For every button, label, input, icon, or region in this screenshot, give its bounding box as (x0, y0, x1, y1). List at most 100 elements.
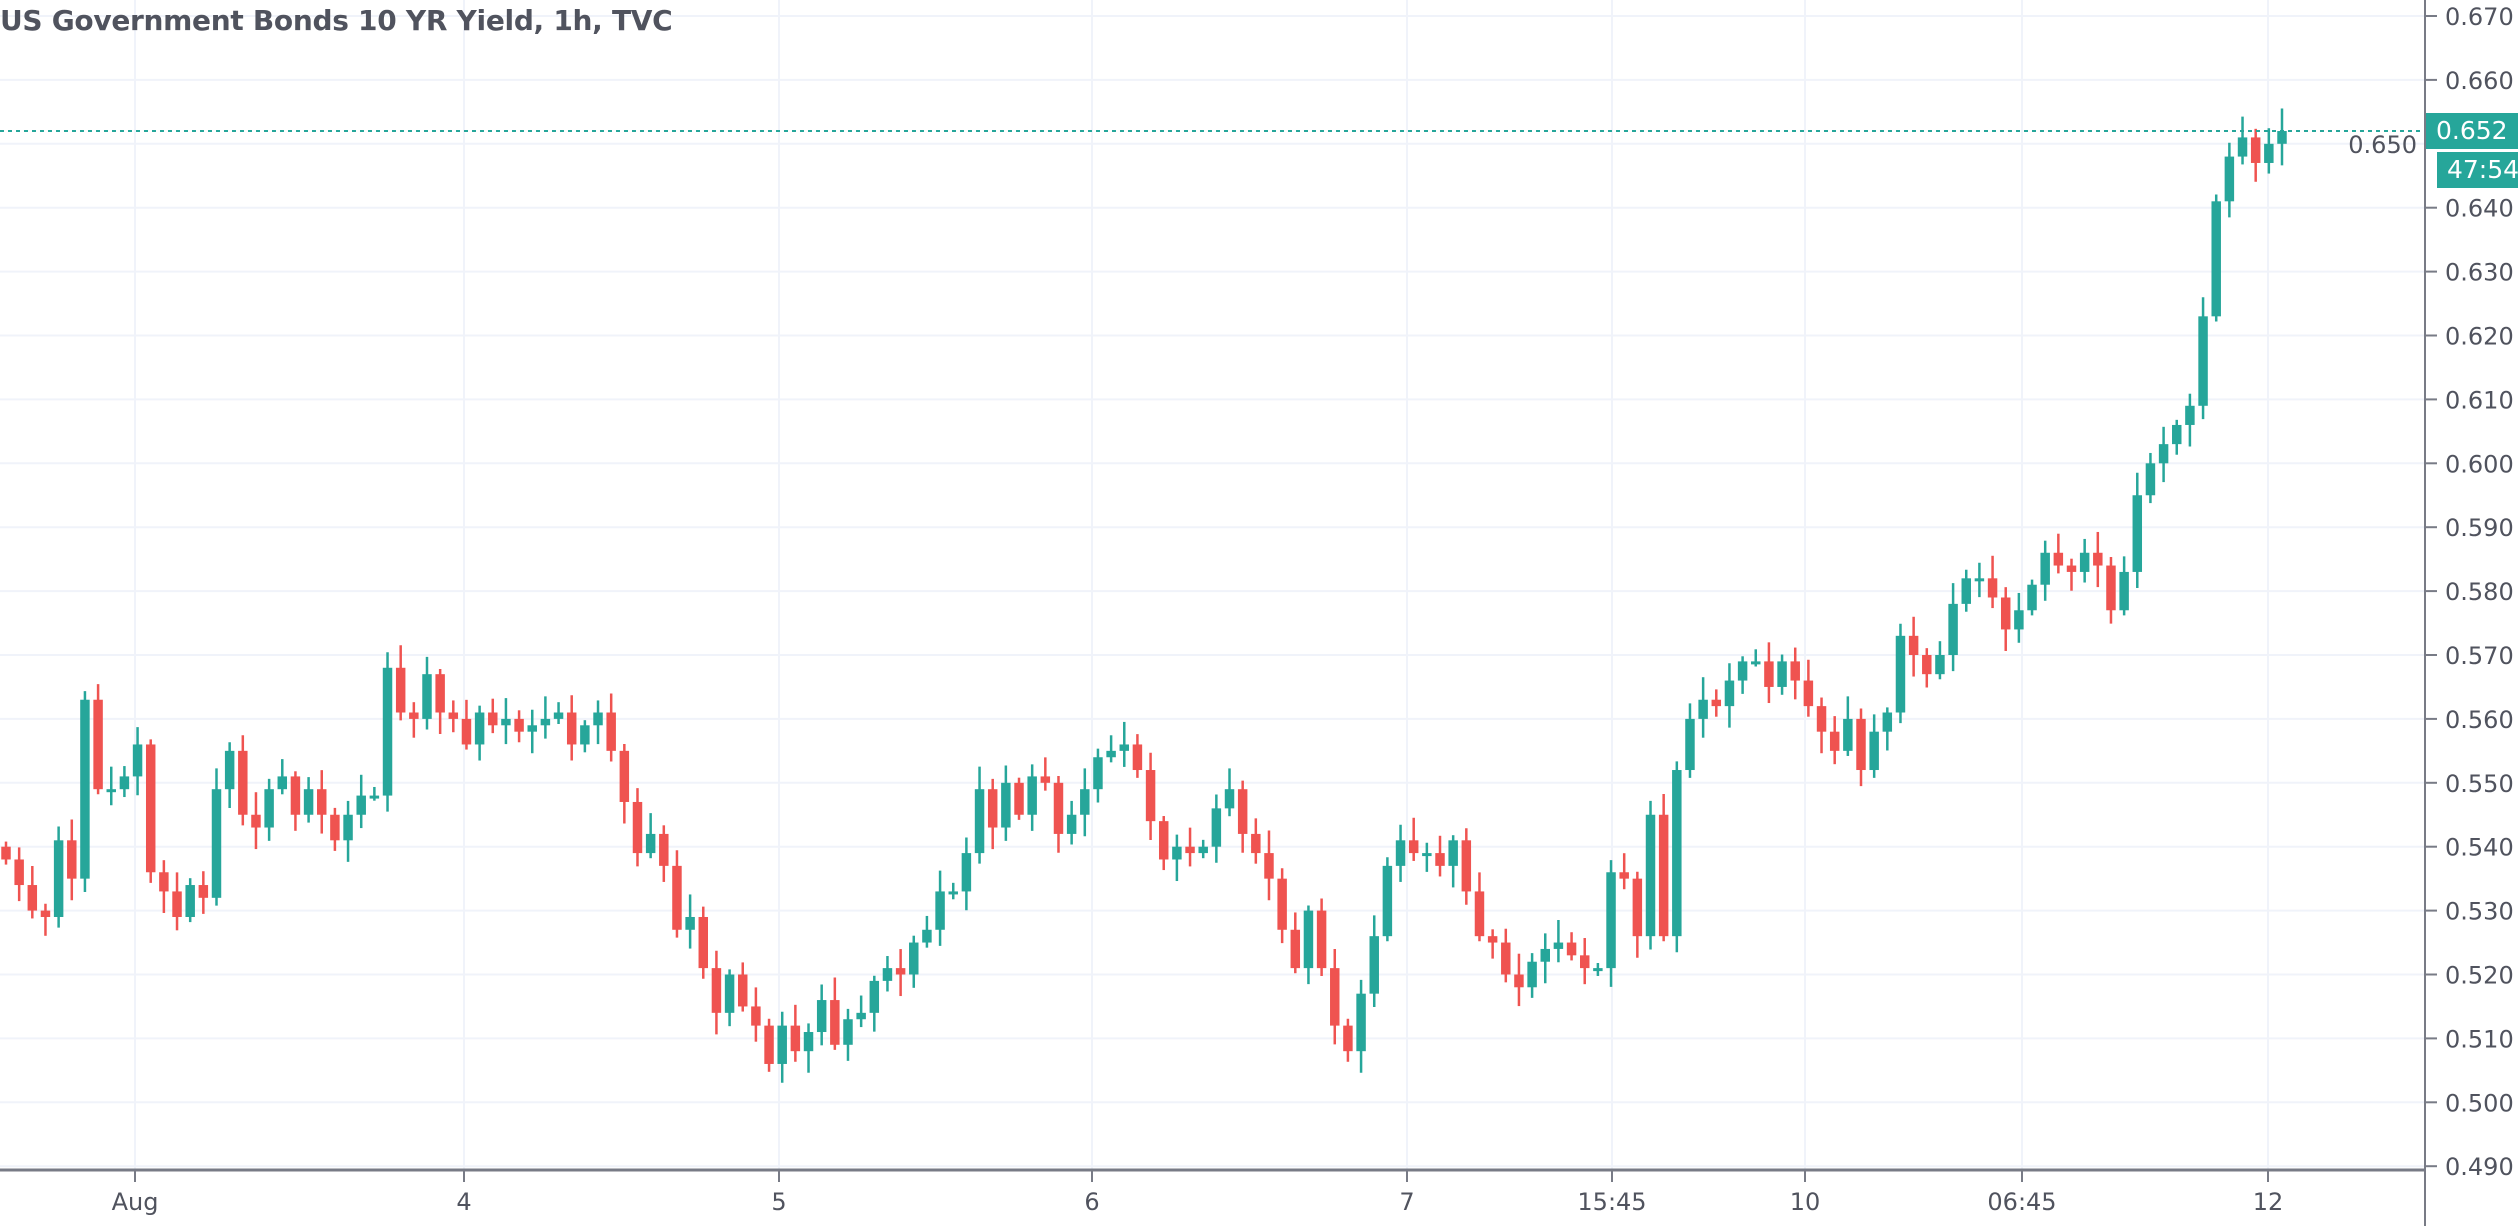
candle-body (1211, 808, 1222, 847)
candle (1330, 949, 1340, 1045)
candle (80, 691, 90, 892)
candle-body (1435, 853, 1445, 866)
candle-body (1395, 840, 1406, 866)
candle-body (2158, 444, 2169, 464)
candle-body (1303, 910, 1314, 969)
candle-body (159, 872, 169, 892)
candle-body (711, 968, 722, 1013)
candle-body (2172, 424, 2182, 445)
candle (2198, 297, 2208, 420)
candle-body (2237, 137, 2248, 157)
candle (580, 720, 590, 753)
candle (1672, 761, 1682, 953)
candle-body (632, 801, 643, 854)
candle-body (1711, 699, 1722, 707)
candle (159, 860, 169, 913)
candle (93, 684, 103, 795)
candle-body (1856, 718, 1866, 771)
candle (1790, 647, 1800, 700)
candle (2093, 531, 2103, 588)
candle-body (198, 885, 209, 898)
time-tick-label: 6 (1084, 1188, 1099, 1216)
candle-body (1895, 635, 1906, 713)
candle (1106, 735, 1116, 763)
candle-body (619, 750, 630, 802)
candle (922, 915, 932, 948)
price-tick-label: 0.610 (2445, 386, 2514, 414)
time-tick-label: 4 (456, 1188, 471, 1216)
candle (685, 894, 695, 949)
candle-body (1737, 661, 1748, 681)
candle (145, 739, 156, 883)
candle (317, 770, 327, 834)
candle-body (1290, 929, 1301, 969)
candle-body (2066, 565, 2077, 572)
candle (803, 1023, 814, 1073)
candle (1922, 648, 1932, 688)
candle-body (1066, 814, 1077, 834)
candle-body (172, 891, 182, 917)
candles (1, 108, 2287, 1083)
candle-body (1816, 706, 1827, 732)
candle-body (553, 712, 564, 719)
price-tick-label: 0.600 (2445, 450, 2514, 478)
candle (1316, 898, 1327, 976)
price-tick-label: 0.620 (2445, 323, 2514, 351)
candle (1501, 928, 1511, 983)
candle (843, 1008, 853, 1061)
candle (1251, 818, 1261, 864)
candle-body (987, 789, 998, 828)
candle-body (501, 718, 511, 726)
candle-body (1645, 814, 1656, 937)
time-tick-label: Aug (112, 1188, 159, 1216)
candle (1974, 562, 1985, 598)
price-tick-label: 0.670 (2445, 3, 2514, 31)
price-tick-label: 0.530 (2445, 898, 2514, 926)
candle (751, 987, 761, 1042)
candle-body (738, 974, 748, 1007)
candle (2066, 558, 2077, 591)
candle (1487, 929, 1498, 959)
time-tick-label: 06:45 (1987, 1188, 2056, 1216)
candle (1395, 824, 1406, 882)
candle (2027, 579, 2037, 616)
candle-body (2185, 405, 2195, 425)
price-tick-label: 0.630 (2445, 259, 2514, 287)
candle (2040, 540, 2050, 601)
candle-body (1382, 865, 1393, 937)
candle (1724, 663, 1735, 728)
candle-body (2145, 463, 2156, 496)
candle-body (1501, 942, 1511, 975)
candle (1527, 953, 1537, 998)
candle (1816, 697, 1827, 754)
candle (1224, 768, 1235, 817)
candle-body (2000, 597, 2011, 630)
candle-body (317, 789, 327, 815)
candle (330, 807, 340, 851)
candle (1540, 933, 1550, 984)
candle-body (1343, 1025, 1353, 1052)
candle (1264, 830, 1274, 901)
candle (67, 819, 77, 901)
candle-body (106, 789, 116, 793)
candle (2172, 419, 2182, 455)
candle-body (277, 776, 288, 790)
candle-body (1540, 948, 1550, 962)
candle-body (895, 968, 906, 975)
candle (211, 768, 222, 906)
candle (435, 669, 445, 735)
time-tick-label: 5 (771, 1188, 786, 1216)
candle-body (1658, 814, 1669, 937)
candle-body (1185, 846, 1195, 854)
candle (830, 977, 840, 1050)
price-tick-label: 0.570 (2445, 642, 2514, 670)
time-axis[interactable]: Aug 4 5 6 7 15:45 10 06:45 12 (112, 1170, 2284, 1216)
candle (1066, 800, 1077, 845)
candle (488, 698, 498, 734)
price-axis[interactable]: 0.670 0.660 0.650 0.640 0.630 0.620 0.610 0.600… (2348, 3, 2513, 1181)
candle (27, 865, 38, 919)
candle (593, 700, 603, 745)
candle-body (1040, 776, 1051, 783)
candle-body (2264, 143, 2274, 163)
